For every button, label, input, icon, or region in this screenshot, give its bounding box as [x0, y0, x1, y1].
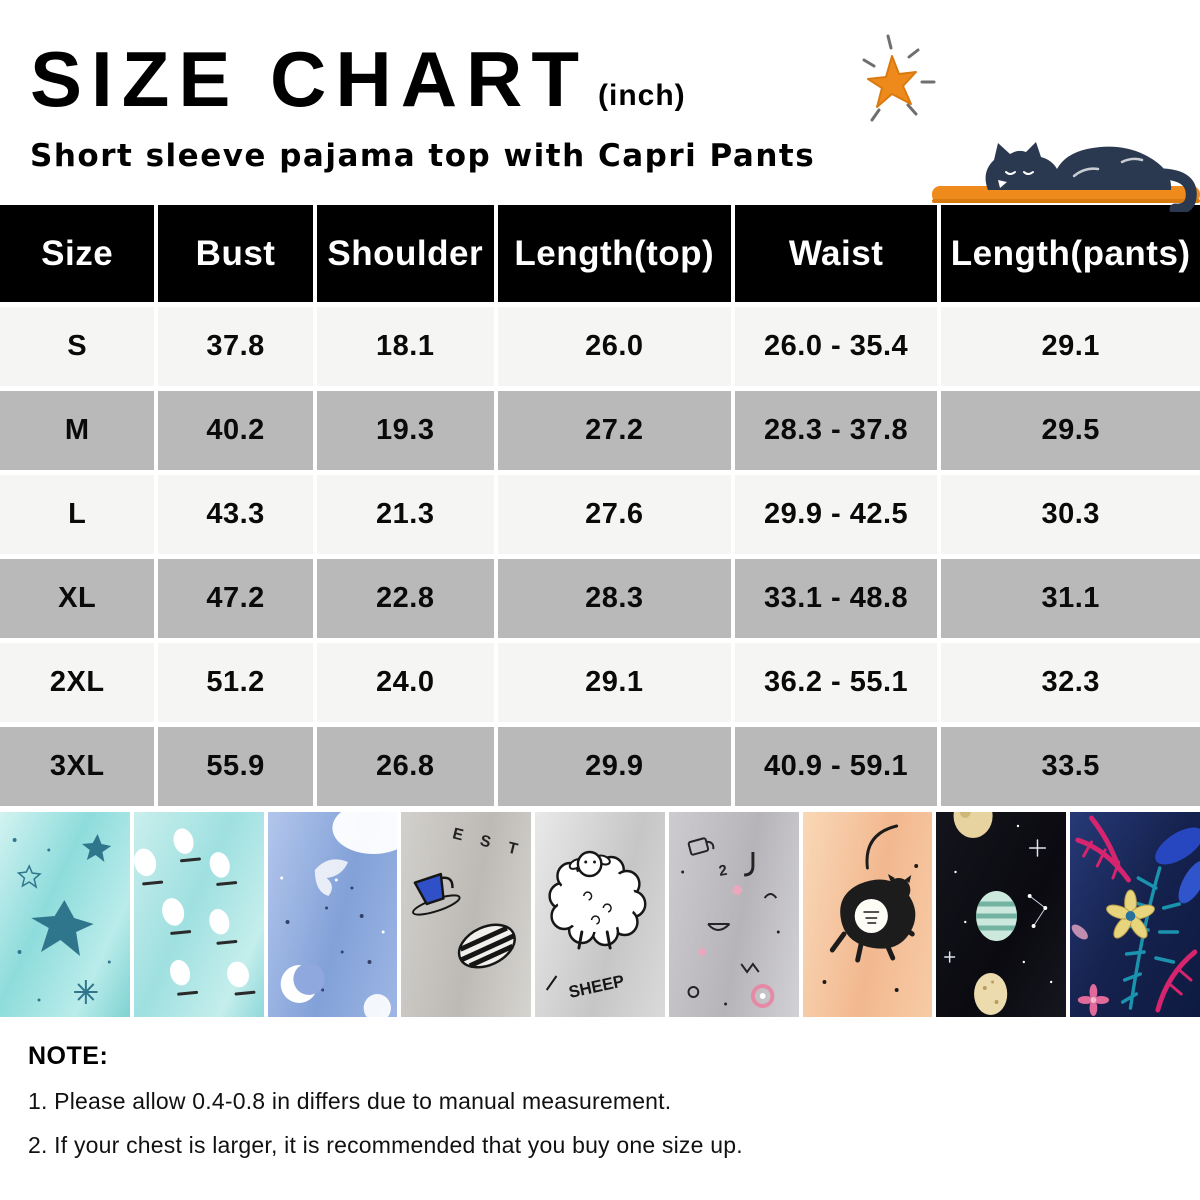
fabric-text-2: 2: [718, 863, 729, 880]
column-header-bust: Bust: [158, 205, 313, 302]
subtitle: Short sleeve pajama top with Capri Pants: [30, 138, 816, 174]
cell-length-top: 29.1: [497, 643, 731, 722]
cell-bust: 40.2: [158, 391, 313, 470]
cell-bust: 51.2: [158, 643, 313, 722]
fabric-swatch-peach-animal: [802, 812, 933, 1017]
cell-waist: 36.2 - 55.1: [734, 643, 938, 722]
sparkle-star-icon: [862, 34, 936, 122]
note-item-2: 2. If your chest is larger, it is recomm…: [28, 1132, 743, 1158]
sleeping-cat-icon: [932, 142, 1200, 212]
cell-length-top: 27.2: [497, 391, 731, 470]
unit-label: (inch): [598, 79, 686, 112]
notes-heading: NOTE:: [28, 1042, 109, 1070]
cell-waist: 29.9 - 42.5: [734, 475, 938, 554]
cell-length-pants: 30.3: [941, 475, 1200, 554]
cell-length-pants: 31.1: [941, 559, 1200, 638]
fabric-swatch-cartoon-sheep: SHEEP: [535, 812, 665, 1017]
cell-waist: 33.1 - 48.8: [734, 559, 938, 638]
notes-section: NOTE: 1. Please allow 0.4-0.8 in differs…: [28, 1042, 743, 1159]
fabric-swatch-cats-weekdays: [133, 812, 264, 1017]
cell-length-top: 27.6: [497, 475, 731, 554]
column-header-waist: Waist: [734, 205, 938, 302]
cell-length-pants: 33.5: [941, 727, 1200, 806]
cell-waist: 26.0 - 35.4: [734, 307, 938, 386]
note-item-1: 1. Please allow 0.4-0.8 in differs due t…: [28, 1088, 672, 1114]
table-row-s: S 37.8 18.1 26.0 26.0 - 35.4 29.1: [0, 307, 1200, 386]
cell-shoulder: 26.8: [316, 727, 494, 806]
cell-size: 2XL: [0, 643, 155, 722]
fabric-text-est: E S T: [451, 825, 526, 860]
column-header-size: Size: [0, 205, 155, 302]
column-header-length-pants: Length(pants): [941, 205, 1200, 302]
cell-shoulder: 22.8: [316, 559, 494, 638]
cell-size: L: [0, 475, 155, 554]
cell-size: S: [0, 307, 155, 386]
cell-shoulder: 21.3: [316, 475, 494, 554]
cell-length-top: 29.9: [497, 727, 731, 806]
column-header-shoulder: Shoulder: [316, 205, 494, 302]
cell-bust: 47.2: [158, 559, 313, 638]
cell-waist: 28.3 - 37.8: [734, 391, 938, 470]
fabric-text-sheep: SHEEP: [567, 971, 626, 1002]
cell-length-top: 26.0: [497, 307, 731, 386]
fabric-swatch-tropical-leaves: [1070, 812, 1200, 1017]
fabric-swatch-coffee-doodle: E S T: [401, 812, 532, 1017]
table-row-2xl: 2XL 51.2 24.0 29.1 36.2 - 55.1 32.3: [0, 643, 1200, 722]
cell-waist: 40.9 - 59.1: [734, 727, 938, 806]
cell-length-pants: 32.3: [941, 643, 1200, 722]
cell-shoulder: 24.0: [316, 643, 494, 722]
cell-bust: 55.9: [158, 727, 313, 806]
fabric-swatch-mini-doodles: 2: [668, 812, 799, 1017]
fabric-swatch-strip: E S T: [0, 812, 1200, 1017]
cell-length-top: 28.3: [497, 559, 731, 638]
cell-shoulder: 18.1: [316, 307, 494, 386]
table-row-l: L 43.3 21.3 27.6 29.9 - 42.5 30.3: [0, 475, 1200, 554]
header: SIZE CHART (inch): [30, 40, 686, 118]
cell-size: M: [0, 391, 155, 470]
fabric-swatch-blue-moons: [267, 812, 398, 1017]
cell-size: 3XL: [0, 727, 155, 806]
table-row-m: M 40.2 19.3 27.2 28.3 - 37.8 29.5: [0, 391, 1200, 470]
cell-bust: 37.8: [158, 307, 313, 386]
table-row-3xl: 3XL 55.9 26.8 29.9 40.9 - 59.1 33.5: [0, 727, 1200, 806]
page-title: SIZE CHART: [30, 35, 588, 123]
cell-length-pants: 29.5: [941, 391, 1200, 470]
table-header-row: Size Bust Shoulder Length(top) Waist Len…: [0, 205, 1200, 302]
cell-length-pants: 29.1: [941, 307, 1200, 386]
cell-bust: 43.3: [158, 475, 313, 554]
cell-size: XL: [0, 559, 155, 638]
size-table: Size Bust Shoulder Length(top) Waist Len…: [0, 205, 1200, 806]
column-header-length-top: Length(top): [497, 205, 731, 302]
table-row-xl: XL 47.2 22.8 28.3 33.1 - 48.8 31.1: [0, 559, 1200, 638]
fabric-swatch-planets: [936, 812, 1067, 1017]
fabric-swatch-teal-stars: [0, 812, 130, 1017]
cell-shoulder: 19.3: [316, 391, 494, 470]
